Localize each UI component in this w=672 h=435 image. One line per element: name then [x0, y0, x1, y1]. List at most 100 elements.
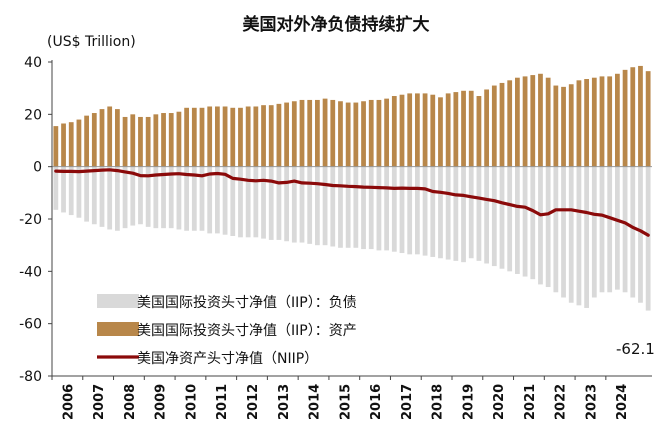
asset-bar: [284, 102, 289, 167]
liability-bar: [415, 166, 420, 255]
asset-bar: [584, 79, 589, 167]
liability-bar: [468, 166, 474, 259]
asset-bar: [568, 84, 574, 167]
liability-bar: [384, 166, 389, 251]
liability-bar: [584, 166, 589, 308]
asset-bar: [461, 90, 466, 167]
asset-bar: [253, 106, 259, 167]
asset-bar: [353, 102, 359, 167]
legend-label: 美国国际投资头寸净值（IIP）：负债: [137, 295, 357, 311]
y-tick-label: -80: [19, 369, 42, 385]
liability-bar: [238, 166, 243, 238]
asset-bar: [291, 101, 297, 167]
asset-bar: [607, 76, 613, 167]
asset-bar: [76, 119, 82, 167]
asset-bar: [238, 107, 243, 167]
asset-bar: [99, 109, 105, 167]
x-tick-label: 2012: [246, 384, 261, 420]
liability-bar: [307, 166, 313, 244]
asset-bar: [322, 98, 328, 167]
x-tick-label: 2019: [461, 384, 476, 420]
liability-bar: [176, 166, 182, 230]
asset-bar: [261, 105, 266, 167]
y-tick-label: -40: [19, 264, 42, 280]
liability-bar: [130, 166, 136, 226]
liability-bar: [607, 166, 613, 293]
asset-bar: [245, 106, 251, 167]
unit-label: (US$ Trillion): [47, 34, 136, 50]
asset-bar: [276, 103, 282, 167]
asset-bar: [438, 97, 443, 167]
x-tick-label: 2024: [615, 384, 630, 420]
x-tick-label: 2008: [123, 384, 138, 420]
legend-label: 美国净资产头寸净值（NIIP）: [137, 351, 318, 367]
liability-bar: [207, 166, 213, 234]
asset-bar: [268, 105, 274, 167]
asset-bar: [161, 113, 166, 167]
x-tick-label: 2020: [492, 384, 507, 420]
liability-bar: [268, 166, 274, 240]
legend-swatch: [97, 322, 139, 336]
liability-bar: [322, 166, 328, 246]
liability-bar: [299, 166, 305, 243]
asset-bar: [638, 65, 643, 167]
liability-bar: [445, 166, 451, 260]
asset-bar: [407, 93, 413, 167]
asset-bar: [530, 75, 536, 167]
liability-bar: [615, 166, 620, 290]
asset-bar: [399, 94, 405, 167]
asset-bar: [453, 92, 459, 167]
asset-bar: [645, 71, 651, 167]
liability-bar: [599, 166, 605, 293]
y-tick-label: 0: [33, 160, 42, 176]
y-axis: 40 20 0 -20 -40 -60 -80: [19, 55, 53, 385]
liability-bar: [253, 166, 259, 238]
liability-bar: [245, 166, 251, 238]
liability-bar: [461, 166, 466, 263]
asset-bar: [599, 76, 605, 167]
asset-bar: [368, 99, 374, 167]
asset-bar: [307, 99, 313, 167]
liability-bar: [199, 166, 205, 231]
liability-bar: [430, 166, 436, 257]
asset-bar: [61, 123, 66, 167]
asset-bar: [361, 101, 366, 167]
liability-bar: [507, 166, 513, 272]
x-tick-label: 2021: [523, 384, 538, 420]
asset-bar: [215, 106, 220, 167]
asset-bar: [107, 106, 113, 167]
niip-series-line: [54, 168, 650, 237]
asset-bar: [630, 67, 636, 167]
x-tick-label: 2011: [215, 384, 230, 420]
x-tick-label: 2018: [431, 384, 446, 420]
asset-bar: [553, 85, 559, 167]
liability-bar: [630, 166, 636, 298]
liability-bar: [515, 166, 520, 274]
asset-bar: [68, 122, 74, 167]
asset-bar: [591, 77, 597, 167]
asset-bar: [176, 111, 182, 167]
asset-bar: [168, 113, 174, 167]
liability-bar: [522, 166, 528, 277]
liability-bar: [99, 166, 105, 227]
asset-bar: [545, 77, 551, 167]
asset-bar: [376, 99, 382, 167]
asset-bar: [115, 109, 120, 167]
liability-bar: [545, 166, 551, 288]
x-tick-label: 2006: [61, 384, 76, 420]
chart-title: 美国对外净负债持续扩大: [243, 14, 430, 35]
asset-bar: [299, 99, 305, 167]
y-tick-label: -60: [19, 317, 42, 333]
liability-bar: [122, 166, 128, 229]
asset-bar: [184, 107, 189, 167]
liability-bar: [491, 166, 497, 267]
asset-bar: [91, 113, 97, 167]
liability-bar: [499, 166, 505, 269]
liability-bar: [622, 166, 628, 293]
liability-bar: [84, 166, 89, 222]
asset-bar: [615, 73, 620, 167]
liability-bar: [284, 166, 289, 242]
liability-bar: [368, 166, 374, 250]
asset-bar: [53, 126, 59, 167]
